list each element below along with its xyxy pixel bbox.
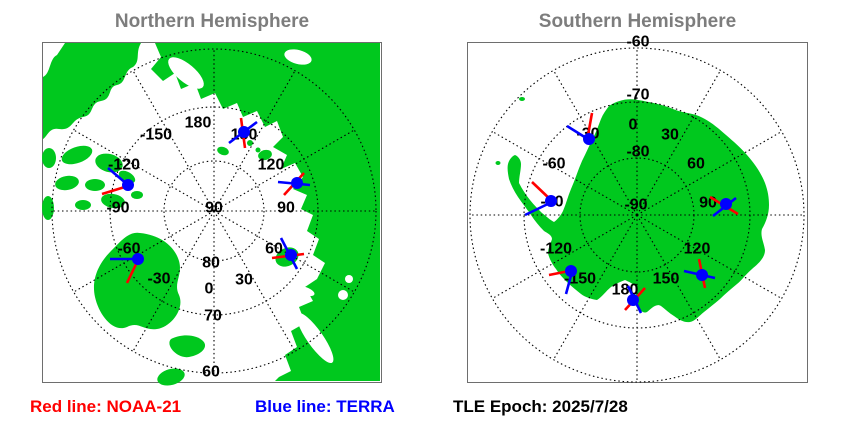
svg-text:-90: -90: [106, 200, 129, 217]
svg-text:70: 70: [204, 308, 222, 325]
svg-text:30: 30: [235, 272, 253, 289]
svg-text:60: 60: [265, 241, 283, 258]
satellite-position-dot: [545, 195, 557, 207]
north-map-title: Northern Hemisphere: [114, 11, 310, 32]
svg-text:-120: -120: [540, 241, 572, 258]
svg-text:30: 30: [661, 127, 679, 144]
svg-text:-150: -150: [140, 127, 172, 144]
svg-text:180: 180: [185, 115, 212, 132]
svg-text:0: 0: [205, 281, 214, 298]
satellite-position-dot: [583, 133, 595, 145]
svg-text:-60: -60: [117, 241, 140, 258]
grid-labels-layer: 180-150150-120120-909090-6060-3030800706…: [106, 115, 295, 381]
satellite-position-dot: [238, 126, 250, 138]
satellite-position-dot: [627, 294, 639, 306]
svg-text:120: 120: [684, 241, 711, 258]
satellite-position-dot: [132, 253, 144, 265]
satellite-position-dot: [285, 249, 297, 261]
satellite-markers-layer: [524, 112, 739, 314]
satellite-position-dot: [565, 265, 577, 277]
svg-text:-60: -60: [542, 156, 565, 173]
svg-text:-60: -60: [626, 34, 649, 51]
legend-blue-line-label: Blue line: TERRA: [255, 397, 395, 416]
svg-text:-70: -70: [626, 87, 649, 104]
svg-text:0: 0: [629, 117, 638, 134]
svg-text:120: 120: [258, 157, 285, 174]
svg-text:60: 60: [687, 156, 705, 173]
svg-text:90: 90: [277, 200, 295, 217]
satellite-markers-layer: [101, 117, 311, 284]
legend-red-line-label: Red line: NOAA-21: [30, 397, 182, 416]
south-hemisphere-map: -60-70030-30-8060-6090-90-90120-120150-1…: [467, 34, 808, 383]
satellite-position-dot: [720, 198, 732, 210]
svg-text:80: 80: [202, 255, 220, 272]
satellite-position-dot: [122, 179, 134, 191]
svg-text:-30: -30: [147, 271, 170, 288]
svg-text:150: 150: [653, 271, 680, 288]
svg-text:60: 60: [202, 364, 220, 381]
graticule-layer: [51, 48, 377, 374]
satellite-position-dot: [291, 177, 303, 189]
svg-text:90: 90: [205, 200, 223, 217]
north-map-canvas: 180-150150-120120-909090-6060-3030800706…: [42, 43, 380, 386]
north-hemisphere-map: 180-150150-120120-909090-6060-3030800706…: [42, 42, 382, 386]
svg-text:-120: -120: [108, 157, 140, 174]
svg-text:-80: -80: [626, 144, 649, 161]
graticule-layer: [469, 47, 805, 383]
svg-text:90: 90: [699, 195, 717, 212]
svg-text:-90: -90: [624, 197, 647, 214]
south-map-canvas: -60-70030-30-8060-6090-90-90120-120150-1…: [469, 34, 805, 383]
legend-tle-epoch: TLE Epoch: 2025/7/28: [453, 397, 628, 416]
satellite-position-dot: [696, 269, 708, 281]
south-map-title: Southern Hemisphere: [538, 11, 737, 32]
